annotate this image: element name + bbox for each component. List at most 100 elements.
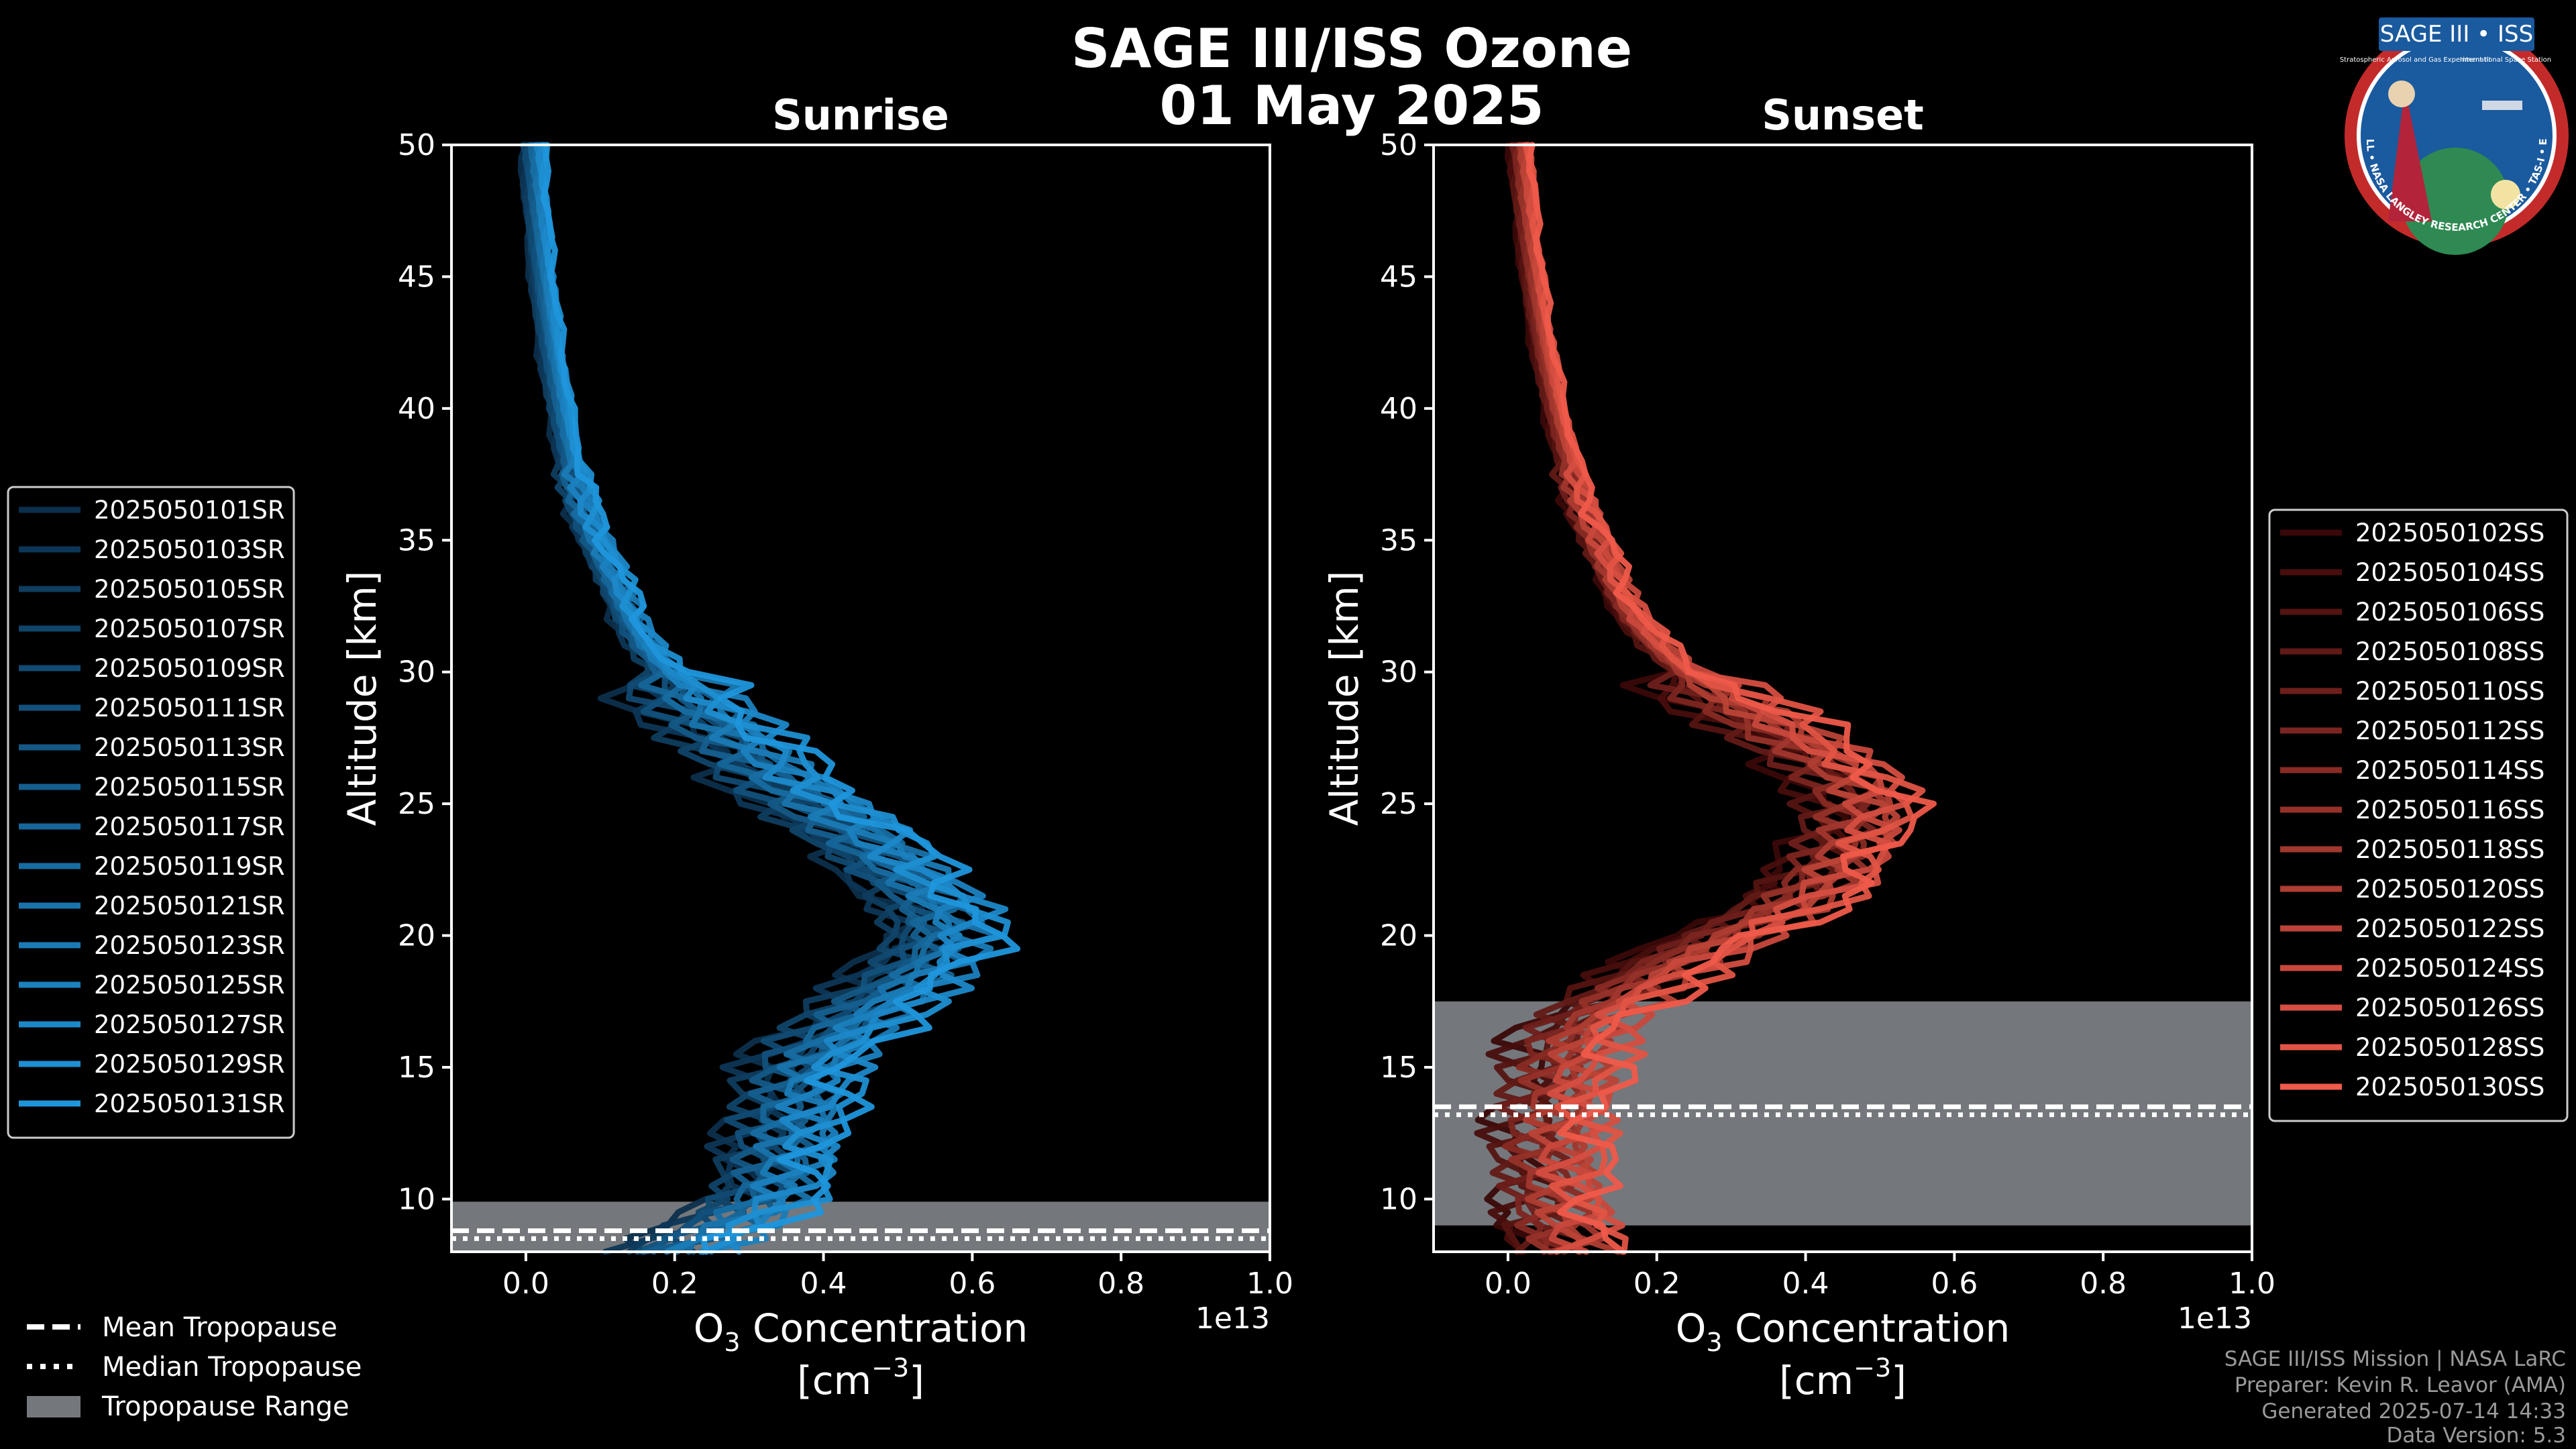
y-tick-label: 50 bbox=[1380, 128, 1417, 162]
legend-entry: 2025050110SS bbox=[2355, 677, 2544, 706]
sunset-panel: Sunset 0.0 0.2 0.4 0.6 0.8 1.0 10 15 20 25 30 35 40… bbox=[1322, 91, 2275, 1403]
sunrise-x-label-o: O bbox=[694, 1305, 724, 1351]
sunset-tropopause-lines bbox=[1434, 1104, 2252, 1118]
credits: SAGE III/ISS Mission | NASA LaRC Prepare… bbox=[2224, 1347, 2566, 1448]
legend-entry: 2025050117SR bbox=[94, 812, 285, 841]
x-tick-label: 0.2 bbox=[651, 1267, 698, 1301]
y-tick-label: 10 bbox=[1380, 1182, 1417, 1216]
legend-entry: 2025050111SR bbox=[94, 694, 285, 722]
profile-2025050130SS bbox=[1525, 142, 1937, 1255]
badge-sun-icon bbox=[2491, 180, 2520, 209]
x-tick-label: 1.0 bbox=[1246, 1267, 1293, 1301]
legend-entry: 2025050121SR bbox=[94, 892, 285, 920]
y-tick-label: 35 bbox=[1380, 523, 1417, 557]
sunset-x-offset: 1e13 bbox=[2178, 1301, 2252, 1336]
sunrise-x-label-sub: 3 bbox=[724, 1328, 740, 1357]
x-tick-label: 0.0 bbox=[1485, 1267, 1532, 1301]
legend-entry: 2025050102SS bbox=[2355, 519, 2544, 547]
legend-entry: 2025050103SR bbox=[94, 535, 285, 564]
legend-entry: 2025050118SS bbox=[2355, 835, 2544, 864]
figure-title: SAGE III/ISS Ozone bbox=[1071, 17, 1632, 80]
sunset-y-ticks: 10 15 20 25 30 35 40 45 50 bbox=[1380, 128, 1434, 1216]
legend-entry: 2025050123SR bbox=[94, 931, 285, 960]
badge-station-icon bbox=[2482, 101, 2522, 110]
median-tropopause-label: Median Tropopause bbox=[102, 1352, 362, 1383]
legend-entry: 2025050125SR bbox=[94, 971, 285, 1000]
legend-entry: 2025050105SR bbox=[94, 575, 285, 604]
legend-entry: 2025050120SS bbox=[2355, 875, 2544, 904]
legend-entry: 2025050109SR bbox=[94, 654, 285, 683]
legend-entry: 2025050108SS bbox=[2355, 637, 2544, 666]
sunset-x-unit-sup: −3 bbox=[1854, 1353, 1891, 1383]
sunrise-tropopause-range bbox=[451, 1201, 1270, 1252]
x-tick-label: 0.8 bbox=[1097, 1267, 1144, 1301]
legend-frame bbox=[2268, 508, 2569, 1122]
legend-entry: 2025050127SR bbox=[94, 1010, 285, 1039]
badge-telescope-icon bbox=[2388, 87, 2432, 221]
legend-entry: 2025050128SS bbox=[2355, 1033, 2544, 1062]
badge-title: SAGE III • ISS bbox=[2380, 21, 2533, 48]
legend-entry: 2025050116SS bbox=[2355, 796, 2544, 824]
badge-header-band bbox=[2379, 17, 2534, 51]
sunrise-profiles bbox=[517, 142, 1021, 1255]
sunset-legend: 2025050102SS 2025050104SS 2025050106SS 2025… bbox=[2268, 508, 2569, 1122]
y-tick-label: 40 bbox=[1380, 392, 1417, 426]
legend-entry: 2025050101SR bbox=[94, 496, 285, 525]
sunset-x-label-sub: 3 bbox=[1706, 1328, 1722, 1357]
credit-line-4: Data Version: 5.3 bbox=[2387, 1424, 2566, 1448]
legend-frame bbox=[7, 486, 295, 1139]
sunrise-panel-title: Sunrise bbox=[772, 91, 949, 140]
y-tick-label: 20 bbox=[1380, 919, 1417, 953]
legend-entry: 2025050114SS bbox=[2355, 756, 2544, 785]
sunrise-y-label: Altitude [km] bbox=[339, 571, 385, 826]
legend-entry: 2025050113SR bbox=[94, 733, 285, 762]
x-tick-label: 0.4 bbox=[800, 1267, 847, 1301]
legend-entry: 2025050129SR bbox=[94, 1050, 285, 1079]
y-tick-label: 45 bbox=[1380, 260, 1417, 294]
x-tick-label: 0.6 bbox=[949, 1267, 996, 1301]
sunset-x-unit: [cm−3] bbox=[1779, 1353, 1907, 1403]
legend-entry: 2025050119SR bbox=[94, 852, 285, 881]
credit-line-2: Preparer: Kevin R. Leavor (AMA) bbox=[2235, 1373, 2566, 1397]
legend-entry: 2025050112SS bbox=[2355, 716, 2544, 745]
legend-entry: 2025050130SS bbox=[2355, 1073, 2544, 1102]
sunset-profiles bbox=[1474, 142, 1937, 1255]
sunset-plot-frame bbox=[1432, 144, 2253, 1253]
tropopause-range-label: Tropopause Range bbox=[101, 1391, 350, 1422]
legend-entry: 2025050106SS bbox=[2355, 598, 2544, 627]
x-tick-label: 0.2 bbox=[1633, 1267, 1680, 1301]
x-tick-label: 0.0 bbox=[502, 1267, 549, 1301]
profile-2025050131SR bbox=[540, 142, 1021, 1255]
sunrise-panel: Sunrise 0.0 0.2 0.4 0.6 0.8 1.0 10 15 20 25 30 35 4… bbox=[339, 91, 1293, 1403]
y-tick-label: 15 bbox=[398, 1051, 435, 1085]
legend-entry: 2025050104SS bbox=[2355, 558, 2544, 587]
sunrise-tropopause-lines bbox=[451, 1228, 1270, 1241]
y-tick-label: 30 bbox=[1380, 655, 1417, 690]
sunrise-x-unit-sup: −3 bbox=[871, 1353, 909, 1383]
sunset-x-unit-close: ] bbox=[1891, 1358, 1907, 1403]
x-tick-label: 1.0 bbox=[2229, 1267, 2275, 1301]
profile-2025050122SS bbox=[1519, 142, 1900, 1255]
sunset-x-ticks: 0.0 0.2 0.4 0.6 0.8 1.0 bbox=[1485, 1252, 2275, 1301]
sunset-y-label: Altitude [km] bbox=[1322, 571, 1367, 826]
y-tick-label: 25 bbox=[1380, 787, 1417, 821]
x-tick-label: 0.6 bbox=[1931, 1267, 1978, 1301]
legend-entry: 2025050122SS bbox=[2355, 914, 2544, 943]
legend-entry: 2025050131SR bbox=[94, 1089, 285, 1118]
badge-figure-head-icon bbox=[2388, 80, 2415, 107]
sunrise-y-ticks: 10 15 20 25 30 35 40 45 50 bbox=[398, 128, 451, 1216]
tropopause-range-swatch bbox=[27, 1396, 80, 1417]
figure-date: 01 May 2025 bbox=[1160, 74, 1544, 137]
sunset-x-label-rest: Concentration bbox=[1723, 1305, 2010, 1351]
y-tick-label: 20 bbox=[398, 919, 435, 953]
sunset-x-unit-base: [cm bbox=[1779, 1358, 1854, 1403]
sunset-panel-title: Sunset bbox=[1762, 91, 1924, 140]
tropopause-legend: Mean Tropopause Median Tropopause Tropop… bbox=[27, 1312, 362, 1422]
sunrise-x-unit-close: ] bbox=[909, 1358, 924, 1403]
sunset-x-label-o: O bbox=[1676, 1305, 1707, 1351]
legend-entry: 2025050126SS bbox=[2355, 994, 2544, 1022]
mean-tropopause-label: Mean Tropopause bbox=[102, 1312, 337, 1343]
credit-line-1: SAGE III/ISS Mission | NASA LaRC bbox=[2224, 1347, 2566, 1371]
tropopause-range-band bbox=[451, 1201, 1270, 1252]
